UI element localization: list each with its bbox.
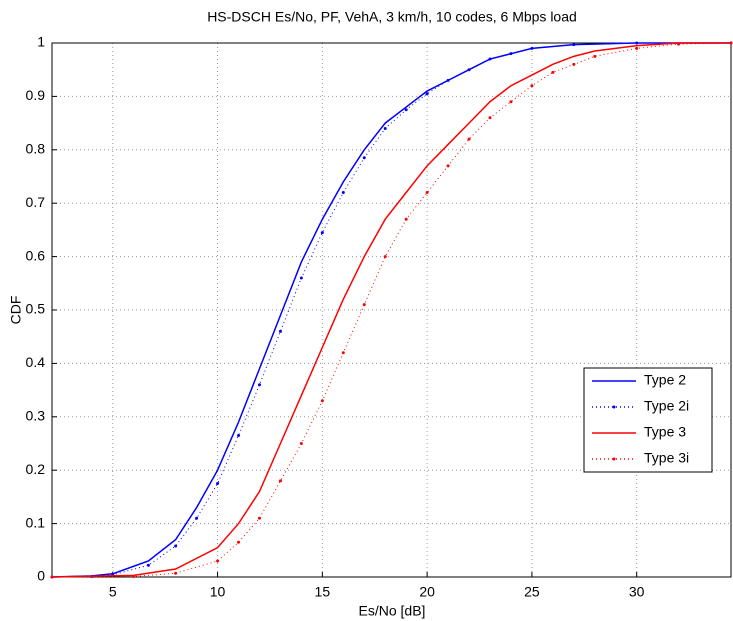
series-marker bbox=[729, 41, 733, 45]
legend-label: Type 2i bbox=[644, 398, 689, 414]
series-marker bbox=[299, 276, 303, 280]
series-marker bbox=[425, 92, 429, 96]
y-axis-label: CDF bbox=[8, 296, 24, 325]
series-marker bbox=[216, 559, 220, 563]
series-marker bbox=[362, 303, 366, 307]
y-tick-label: 0.4 bbox=[26, 354, 46, 370]
series-marker bbox=[362, 156, 366, 160]
series-marker bbox=[635, 46, 639, 50]
series-marker bbox=[530, 46, 534, 50]
series-marker bbox=[257, 383, 261, 387]
series-marker bbox=[341, 351, 345, 355]
x-tick-label: 25 bbox=[524, 584, 540, 600]
series-marker bbox=[216, 482, 220, 486]
series-marker bbox=[237, 433, 241, 437]
series-marker bbox=[488, 57, 492, 61]
series-marker bbox=[572, 43, 576, 47]
series-marker bbox=[383, 255, 387, 259]
series-marker bbox=[299, 442, 303, 445]
series-marker bbox=[509, 52, 513, 56]
series-marker bbox=[404, 108, 408, 112]
series-marker bbox=[446, 164, 450, 168]
series-marker bbox=[635, 41, 639, 45]
series-marker bbox=[320, 399, 324, 403]
series-marker bbox=[237, 540, 241, 544]
series-marker bbox=[195, 516, 199, 520]
series-line bbox=[51, 42, 731, 578]
y-tick-label: 0.5 bbox=[26, 301, 46, 317]
series-marker bbox=[467, 68, 471, 72]
axes-frame bbox=[51, 42, 732, 578]
x-tick-label: 5 bbox=[109, 584, 117, 600]
series-marker bbox=[572, 62, 576, 66]
series-marker bbox=[278, 329, 282, 333]
series-marker bbox=[593, 54, 597, 58]
y-tick-label: 0.8 bbox=[26, 141, 46, 157]
series-marker bbox=[446, 78, 450, 82]
y-tick-label: 0.1 bbox=[26, 514, 46, 530]
series-marker bbox=[174, 544, 178, 548]
y-tick-label: 0.9 bbox=[26, 87, 46, 103]
legend-box bbox=[583, 367, 713, 473]
series-marker bbox=[341, 191, 345, 195]
legend-marker bbox=[612, 457, 616, 461]
y-tick-label: 0.7 bbox=[26, 194, 46, 210]
x-axis-label: Es/No [dB] bbox=[359, 603, 426, 619]
y-tick-label: 0.6 bbox=[26, 247, 46, 263]
x-tick-label: 15 bbox=[315, 584, 331, 600]
series-marker bbox=[50, 575, 54, 579]
series-marker bbox=[174, 571, 178, 575]
series-marker bbox=[278, 479, 282, 483]
series-marker bbox=[132, 574, 136, 578]
series-marker bbox=[488, 116, 492, 120]
x-tick-label: 30 bbox=[629, 584, 645, 600]
series-marker bbox=[467, 137, 471, 141]
legend-label: Type 2 bbox=[644, 372, 686, 388]
chart-title: HS-DSCH Es/No, PF, VehA, 3 km/h, 10 code… bbox=[207, 9, 577, 25]
legend-label: Type 3 bbox=[644, 424, 686, 440]
series-marker bbox=[320, 231, 324, 235]
y-tick-label: 0.2 bbox=[26, 461, 46, 477]
series-marker bbox=[257, 516, 261, 520]
series-marker bbox=[425, 191, 429, 195]
x-tick-label: 20 bbox=[419, 584, 435, 600]
series-marker bbox=[509, 100, 513, 104]
plot-area bbox=[52, 43, 731, 577]
series-marker bbox=[677, 42, 681, 46]
y-tick-label: 0.3 bbox=[26, 408, 46, 424]
series-marker bbox=[404, 217, 408, 221]
legend-label: Type 3i bbox=[644, 450, 689, 466]
legend-marker bbox=[612, 405, 616, 409]
y-tick-label: 0 bbox=[37, 568, 45, 584]
series-marker bbox=[530, 84, 534, 88]
y-tick-label: 1 bbox=[37, 34, 45, 50]
x-tick-label: 10 bbox=[210, 584, 226, 600]
series-marker bbox=[146, 563, 150, 567]
series-marker bbox=[551, 70, 555, 74]
series-marker bbox=[383, 126, 387, 130]
